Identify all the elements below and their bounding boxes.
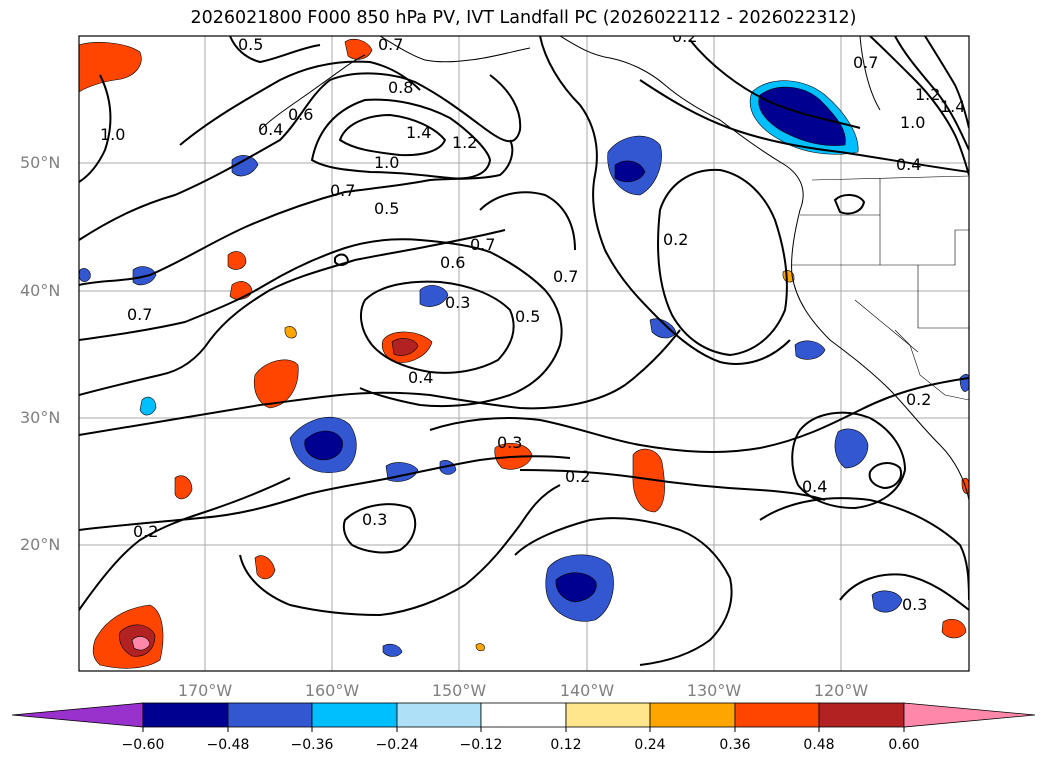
pv-contours [79, 36, 969, 666]
colorbar-segment [565, 702, 651, 728]
contour-label: 0.5 [374, 199, 399, 218]
colorbar-segment [142, 702, 229, 728]
contour-label: 0.5 [238, 35, 263, 54]
negative-anomaly-patches [79, 80, 969, 657]
contour-label: 1.0 [900, 113, 925, 132]
lon-label-130w: 130°W [686, 681, 742, 700]
contour-label: 0.6 [288, 105, 313, 124]
contour-label: 0.7 [470, 235, 495, 254]
contour-label: 0.2 [565, 467, 590, 486]
colorbar-segment [734, 702, 820, 728]
lat-label-40n: 40°N [20, 281, 61, 300]
colorbar-label: −0.24 [375, 737, 419, 753]
contour-label: 1.2 [915, 85, 940, 104]
colorbar-segment [11, 702, 144, 728]
coastline [259, 36, 969, 501]
lat-label-20n: 20°N [20, 535, 61, 554]
colorbar-segment [649, 702, 736, 728]
contour-label: 0.4 [408, 368, 433, 387]
colorbar-segment [818, 702, 905, 728]
contour-label: 0.4 [258, 120, 283, 139]
contour-label: 0.7 [553, 267, 578, 286]
contour-label: 0.3 [362, 510, 387, 529]
colorbar-segment [396, 702, 482, 728]
colorbar-segment [227, 702, 313, 728]
state-borders [792, 175, 969, 401]
colorbar-label: 0.24 [634, 737, 666, 753]
contour-label: 0.4 [802, 477, 827, 496]
colorbar-segment [903, 702, 1036, 728]
colorbar-segment [480, 702, 567, 728]
contour-labels: 0.5 0.7 0.8 0.6 0.4 1.4 1.2 1.0 1.0 0.7 … [100, 27, 965, 614]
contour-label: 0.5 [515, 307, 540, 326]
contour-label: 1.4 [406, 123, 431, 142]
colorbar-label: −0.36 [290, 737, 334, 753]
contour-label: 0.3 [902, 595, 927, 614]
contour-label: 0.7 [127, 305, 152, 324]
colorbar-label: 0.12 [550, 737, 582, 753]
contour-label: 1.4 [940, 97, 965, 116]
contour-label: 1.2 [452, 133, 477, 152]
lon-label-170w: 170°W [177, 681, 233, 700]
contour-label: 0.2 [672, 27, 697, 46]
lon-label-120w: 120°W [813, 681, 869, 700]
colorbar-segment [311, 702, 398, 728]
colorbar-label: −0.48 [206, 737, 250, 753]
contour-label: 0.4 [896, 155, 921, 174]
contour-label: 1.0 [374, 153, 399, 172]
contour-label: 0.3 [497, 433, 522, 452]
colorbar-label: 0.60 [888, 737, 920, 753]
colorbar-label: −0.60 [121, 737, 165, 753]
colorbar-label: 0.36 [719, 737, 751, 753]
lat-label-30n: 30°N [20, 408, 61, 427]
contour-label: 0.7 [378, 35, 403, 54]
contour-label: 0.6 [440, 253, 465, 272]
contour-label: 0.3 [445, 293, 470, 312]
contour-label: 1.0 [100, 125, 125, 144]
contour-label: 0.2 [133, 522, 158, 541]
colorbar [11, 702, 1036, 728]
contour-label: 0.7 [853, 53, 878, 72]
map-frame [78, 35, 970, 672]
map-title: 2026021800 F000 850 hPa PV, IVT Landfall… [190, 8, 857, 28]
colorbar-ticks [142, 727, 905, 732]
contour-label: 0.8 [388, 78, 413, 97]
positive-anomaly-patches [79, 38, 969, 669]
contour-label: 0.2 [906, 390, 931, 409]
gridlines [79, 36, 969, 671]
colorbar-label: 0.48 [803, 737, 835, 753]
colorbar-label: −0.12 [459, 737, 503, 753]
contour-label: 0.2 [663, 230, 688, 249]
lat-label-50n: 50°N [20, 153, 61, 172]
lon-label-140w: 140°W [559, 681, 615, 700]
contour-label: 0.7 [330, 181, 355, 200]
lon-label-160w: 160°W [304, 681, 360, 700]
lon-label-150w: 150°W [431, 681, 487, 700]
